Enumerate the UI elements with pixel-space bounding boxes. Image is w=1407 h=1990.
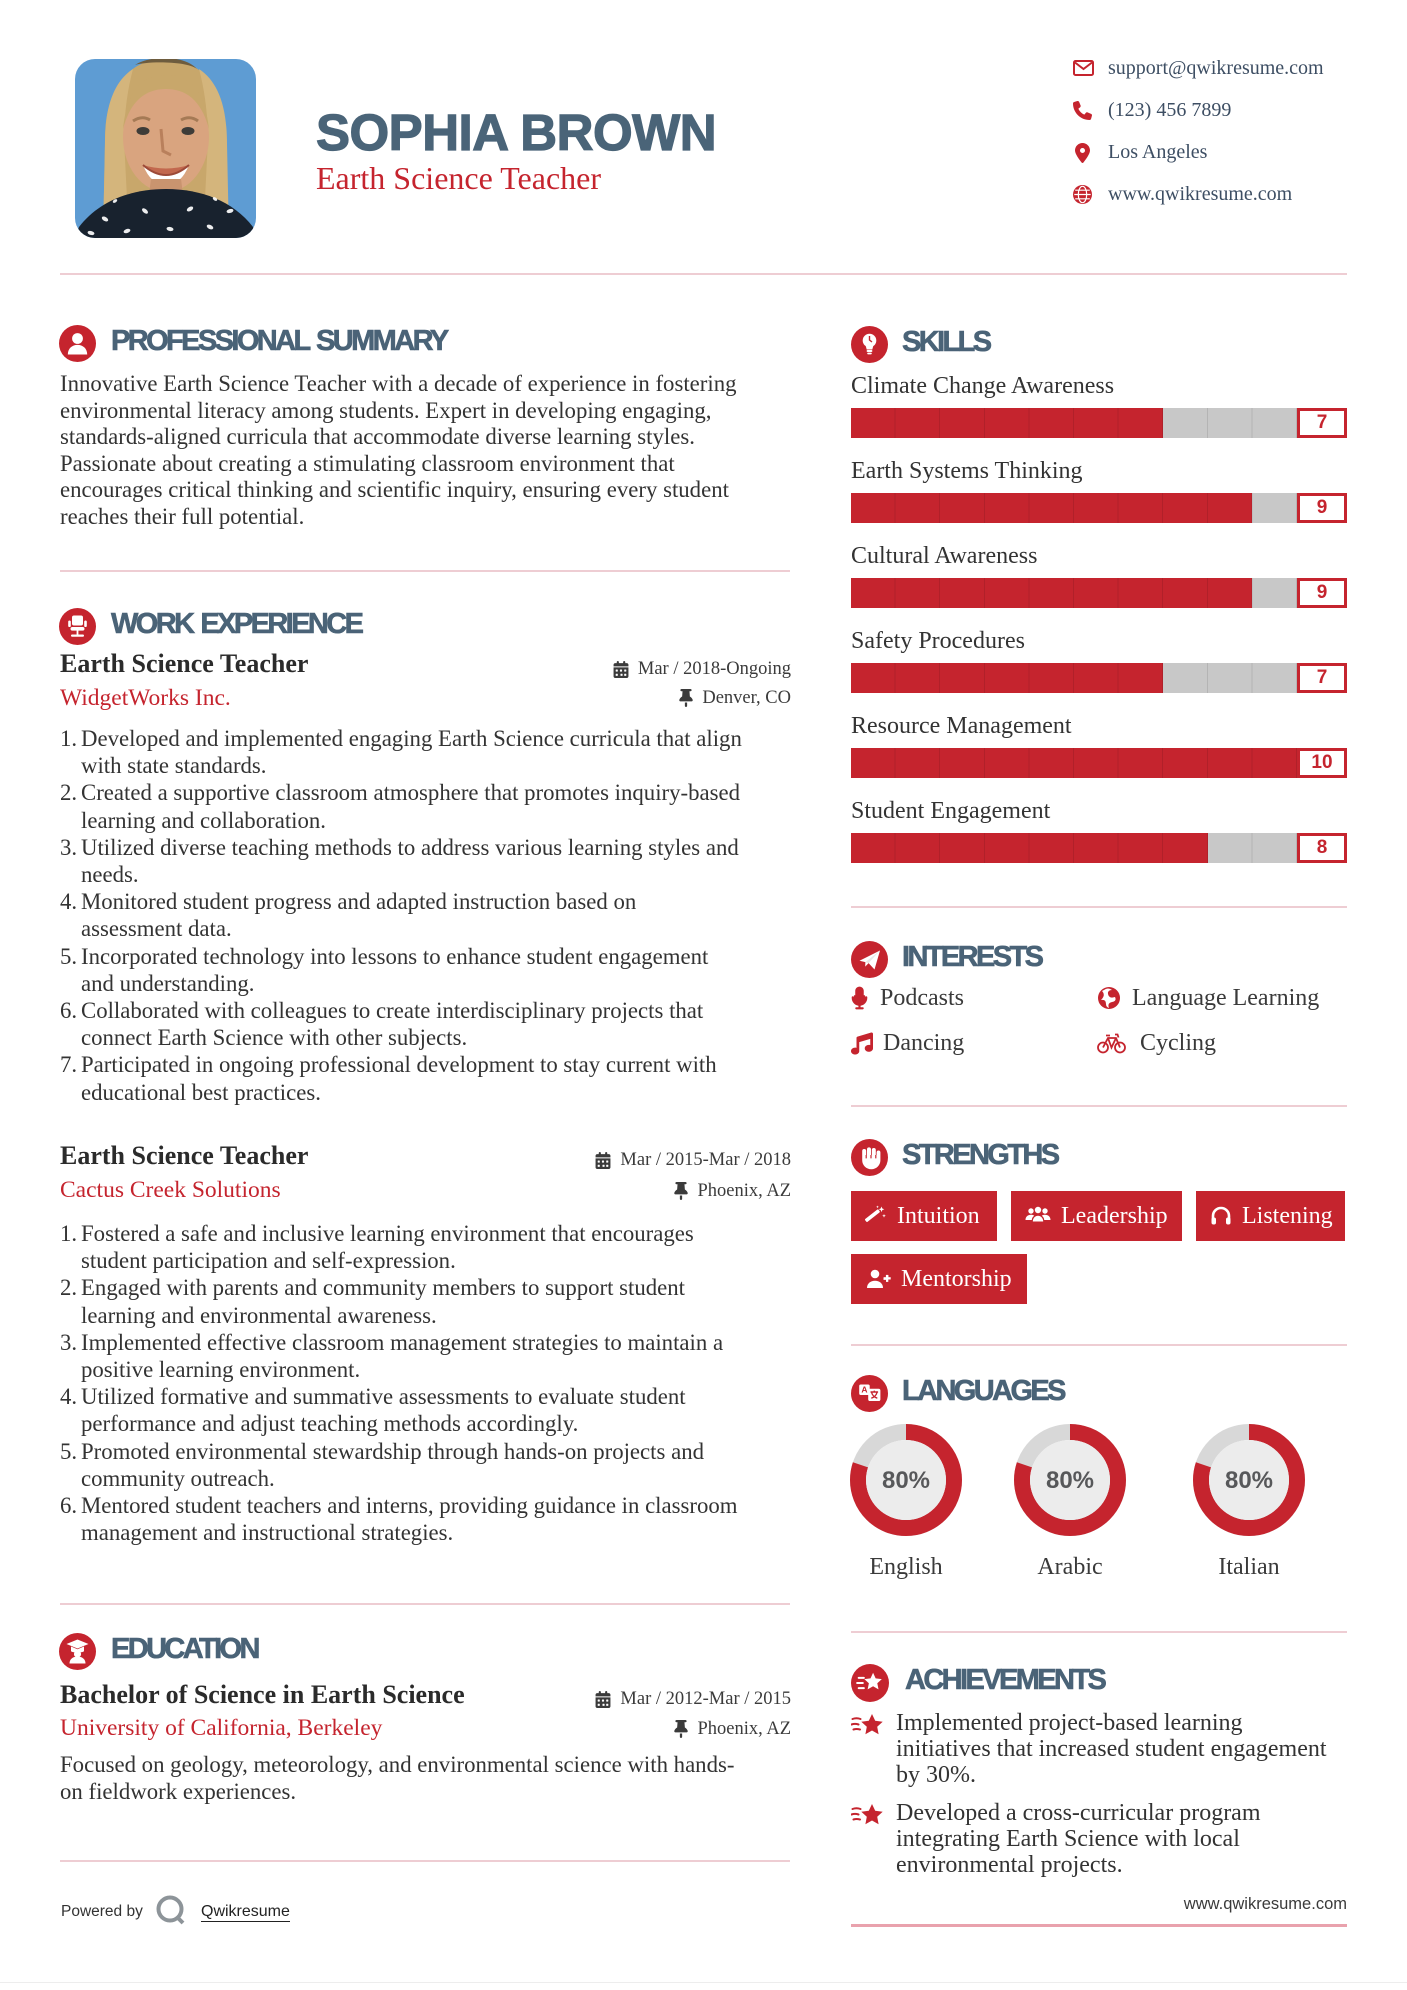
svg-text:80%: 80% [1225, 1467, 1273, 1494]
svg-text:80%: 80% [1046, 1467, 1094, 1494]
svg-text:A: A [861, 1385, 867, 1395]
svg-text:80%: 80% [882, 1467, 930, 1494]
